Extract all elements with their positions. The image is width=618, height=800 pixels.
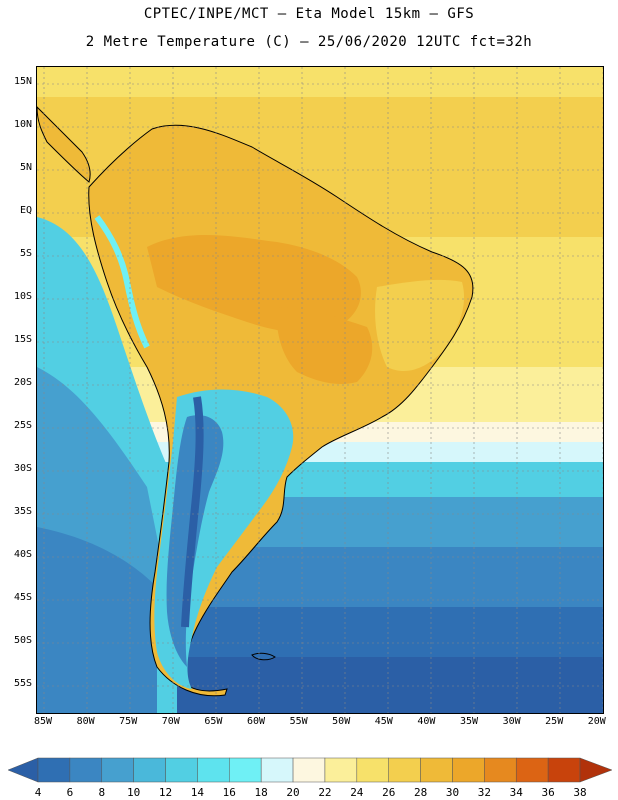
longitude-label: 35W (459, 716, 479, 727)
colorbar-swatch (292, 757, 326, 783)
ocean-band (37, 67, 603, 97)
latitude-label: 45S (13, 592, 32, 603)
colorbar-swatch (324, 757, 358, 783)
latitude-label: 55S (13, 678, 32, 689)
colorbar-tick-label: 4 (34, 786, 42, 799)
latitude-label: 25S (13, 420, 32, 431)
colorbar-tick-label: 38 (573, 786, 587, 799)
latitude-label: 5S (19, 248, 32, 259)
north-andes-cool (94, 215, 150, 349)
longitude-label: 75W (119, 716, 138, 727)
latitude-label: 10N (13, 119, 32, 130)
colorbar (7, 757, 613, 783)
northeast-brazil (375, 279, 465, 372)
colorbar-arrow-high (579, 757, 613, 783)
colorbar-swatch (547, 757, 581, 783)
latitude-label: 15S (13, 334, 32, 345)
colorbar-tick-label: 24 (350, 786, 364, 799)
colorbar-tick-label: 18 (254, 786, 268, 799)
amazon-warm-region (147, 235, 361, 333)
colorbar-tick-label: 6 (66, 786, 74, 799)
central-america-land (37, 106, 91, 183)
colorbar-swatch (515, 757, 549, 783)
longitude-label: 45W (374, 716, 393, 727)
colorbar-swatch (37, 757, 71, 783)
chart-title-line-1: CPTEC/INPE/MCT – Eta Model 15km – GFS (143, 6, 475, 22)
colorbar-swatch (165, 757, 198, 783)
colorbar-tick-label: 28 (413, 786, 428, 799)
colorbar-tick-label: 34 (509, 786, 523, 799)
colorbar-tick-label: 26 (382, 786, 396, 799)
chart-title-line-2: 2 Metre Temperature (C) – 25/06/2020 12U… (85, 34, 533, 50)
longitude-label: 25W (545, 716, 564, 727)
colorbar-swatch (484, 757, 517, 783)
colorbar-tick-label: 30 (445, 786, 460, 799)
graticule (37, 67, 603, 713)
colorbar-swatch (229, 757, 262, 783)
colorbar-tick-label: 20 (286, 786, 300, 799)
pacific-cool-water (37, 527, 157, 713)
colorbar-tick-label: 36 (541, 786, 555, 799)
latitude-label: 40S (13, 549, 32, 560)
colorbar-tick-label: 14 (190, 786, 205, 799)
colorbar-swatch (356, 757, 389, 783)
latitude-label: 35S (13, 506, 32, 517)
longitude-label: 55W (289, 716, 308, 727)
colorbar-tick-label: 22 (318, 786, 332, 799)
latitude-label: 20S (13, 377, 32, 388)
longitude-label: 60W (246, 716, 266, 727)
colorbar-swatch (69, 757, 103, 783)
colorbar-swatch (101, 757, 134, 783)
colorbar-swatch (197, 757, 230, 783)
colorbar-tick-label: 10 (127, 786, 141, 799)
colorbar-arrow-low (7, 757, 39, 783)
latitude-label: EQ (19, 205, 32, 216)
latitude-label: 15N (13, 76, 32, 87)
longitude-label: 50W (332, 716, 351, 727)
colorbar-swatch (420, 757, 453, 783)
longitude-label: 20W (587, 716, 606, 727)
central-brazil-warm (276, 307, 373, 384)
longitude-label: 65W (204, 716, 223, 727)
temperature-map (36, 66, 604, 714)
latitude-label: 5N (19, 162, 32, 173)
colorbar-tick-label: 32 (477, 786, 491, 799)
latitude-label: 10S (13, 291, 32, 302)
andes-cold-strip (181, 396, 204, 628)
longitude-label: 30W (502, 716, 521, 727)
colorbar-swatch (133, 757, 166, 783)
longitude-label: 40W (417, 716, 436, 727)
colorbar-tick-label: 16 (222, 786, 236, 799)
colorbar-swatch (452, 757, 485, 783)
colorbar-tick-label: 8 (98, 786, 106, 799)
longitude-label: 85W (33, 716, 53, 727)
longitude-label: 80W (76, 716, 95, 727)
latitude-label: 50S (13, 635, 32, 646)
colorbar-swatch (388, 757, 421, 783)
colorbar-swatch (260, 757, 294, 783)
longitude-label: 70W (161, 716, 180, 727)
latitude-label: 30S (13, 463, 32, 474)
colorbar-tick-label: 12 (158, 786, 173, 799)
